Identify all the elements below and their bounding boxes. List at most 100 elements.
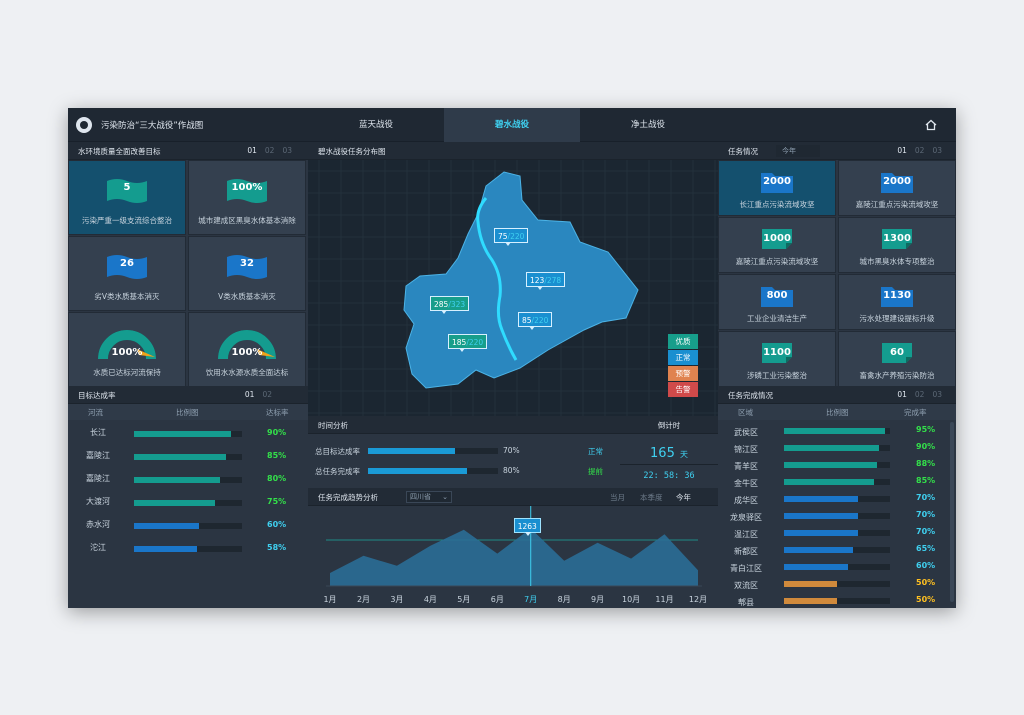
tab-clear-water[interactable]: 碧水战役 [444,108,580,142]
goals-page-1[interactable]: 01 [247,146,257,155]
trend-panel: 任务完成趋势分析 四川省 ⌄ 当月 本季度 今年 1月 2月 3月 4月 5月 6月 7月 8月… [308,488,718,608]
rate-page-2[interactable]: 02 [262,390,272,399]
goals-panel: 水环境质量全面改善目标 01 02 03 5 污染严重一级支流综合整治 100% 城市建成… [68,142,308,386]
done-page-3[interactable]: 03 [932,390,942,399]
target-rate-panel: 目标达成率 01 02 河流 比例图 达标率 长江 90% 嘉陵江 85% 嘉陵江 80% 大… [68,386,308,608]
goals-title: 水环境质量全面改善目标 [78,147,161,156]
ratio-bar-fill [784,597,837,604]
goal-tile[interactable]: 5 污染严重一级支流综合整治 [68,160,186,235]
row-percent: 58% [267,543,287,552]
legend-item[interactable]: 预警 [668,366,698,381]
trend-chart: 1月 2月 3月 4月 5月 6月 7月 8月 9月 10月 11月 12月 [323,506,707,604]
map-task-tag[interactable]: 123/278 [526,272,566,290]
ratio-bar [134,545,242,552]
ratio-bar-fill [784,563,848,570]
goal-value: 100% [231,347,263,358]
document-icon: 1300 [880,227,914,251]
goals-page-2[interactable]: 02 [264,146,275,155]
app-logo-icon [76,117,92,133]
goal-label: Ⅴ类水质基本消灭 [218,292,276,301]
table-row: 嘉陵江 80% [68,468,308,491]
tab-blue-sky[interactable]: 蓝天战役 [358,120,393,130]
period-year[interactable]: 今年 [676,493,691,502]
countdown-unit: 天 [679,450,688,459]
table-row: 赤水河 60% [68,514,308,537]
task-value: 800 [766,290,788,301]
tab-clean-soil[interactable]: 净土战役 [630,120,665,130]
dashboard-window: 污染防治“三大战役”作战图 蓝天战役 碧水战役 净土战役 水环境质量全面改善目标… [68,108,956,608]
goal-tile[interactable]: 32 Ⅴ类水质基本消灭 [188,236,306,311]
goal-label: 城市建成区黑臭水体基本消除 [198,216,296,225]
done-page-2[interactable]: 02 [914,390,925,399]
task-tile[interactable]: 1300 城市黑臭水体专项整治 [838,217,956,273]
gauge-icon: 100% [217,327,277,363]
row-percent: 70% [916,493,936,502]
legend-item[interactable]: 正常 [668,350,698,365]
ratio-bar-fill [134,476,221,483]
task-value: 1000 [763,233,791,244]
legend-item[interactable]: 告警 [668,382,698,397]
goal-tile[interactable]: 100% 水质已达标河流保持 [68,312,186,386]
task-page-2[interactable]: 02 [914,146,925,155]
countdown-panel: 倒计时 165 天 22: 58: 36 [620,416,718,488]
ratio-bar [784,529,890,536]
time-bar [368,448,498,454]
map-task-tag[interactable]: 85/220 [518,312,553,330]
region-select[interactable]: 四川省 ⌄ [406,491,452,503]
row-name: 温江区 [734,530,758,539]
row-percent: 90% [267,428,287,437]
river-line [476,197,518,361]
task-tile[interactable]: 2000 嘉陵江重点污染流域攻坚 [838,160,956,216]
table-row: 武侯区 95% [718,422,956,439]
map-task-tag[interactable]: 75/220 [494,228,529,246]
col-river: 河流 [88,408,103,417]
done-page-1[interactable]: 01 [897,390,907,399]
ratio-bar-fill [134,430,232,437]
map-task-tag[interactable]: 185/220 [448,334,488,352]
task-tile[interactable]: 800 工业企业清洁生产 [718,274,836,330]
year-filter[interactable]: 今年 [776,145,820,157]
goal-tile[interactable]: 26 劣Ⅴ类水质基本消灭 [68,236,186,311]
period-quarter[interactable]: 本季度 [640,493,663,502]
row-percent: 95% [916,425,936,434]
goal-tile[interactable]: 100% 饮用水水源水质全面达标 [188,312,306,386]
task-page-1[interactable]: 01 [897,146,907,155]
completion-scrollbar[interactable] [950,422,954,602]
goals-page-3[interactable]: 03 [282,146,292,155]
table-row: 长江 90% [68,422,308,445]
legend-item[interactable]: 优质 [668,334,698,349]
ratio-bar-fill [784,461,878,468]
time-bar-fill [368,468,467,474]
time-row: 总任务完成率 80% 提前 [308,462,620,480]
period-month[interactable]: 当月 [610,493,625,502]
ratio-bar-fill [134,453,226,460]
col-area: 区域 [738,408,753,417]
row-name: 青白江区 [730,564,762,573]
row-percent: 75% [267,497,287,506]
goal-value: 5 [123,182,131,193]
task-tile[interactable]: 60 畜禽水产养殖污染防治 [838,331,956,386]
task-tile[interactable]: 2000 长江重点污染流域攻坚 [718,160,836,216]
task-distribution-map: 碧水战役任务分布图 75/220 123/278 285/323 85/220 185/… [308,142,718,416]
task-tile[interactable]: 1000 嘉陵江重点污染流域攻坚 [718,217,836,273]
ratio-bar [784,427,890,434]
task-tile[interactable]: 1130 污水处理建设提标升级 [838,274,956,330]
flag-icon: 32 [225,253,269,283]
task-tile[interactable]: 1100 涉磷工业污染整治 [718,331,836,386]
x-tick-label: 6月 [491,595,504,604]
goal-tile[interactable]: 100% 城市建成区黑臭水体基本消除 [188,160,306,235]
completion-panel: 任务完成情况 01 02 03 区域 比例图 完成率 武侯区 95% 锦江区 90% 青羊区… [718,386,956,608]
ratio-bar-fill [784,495,859,502]
table-row: 金牛区 85% [718,473,956,490]
trend-callout: 1263 [513,518,541,536]
time-percent: 80% [503,466,520,475]
completion-title: 任务完成情况 [728,391,773,400]
task-page-3[interactable]: 03 [932,146,942,155]
map-task-tag[interactable]: 285/323 [430,296,470,314]
ratio-bar-fill [784,478,875,485]
rate-page-1[interactable]: 01 [244,390,255,399]
home-icon[interactable] [924,118,938,132]
ratio-bar [134,476,242,483]
row-name: 武侯区 [734,428,758,437]
tag-total: /278 [544,276,562,285]
